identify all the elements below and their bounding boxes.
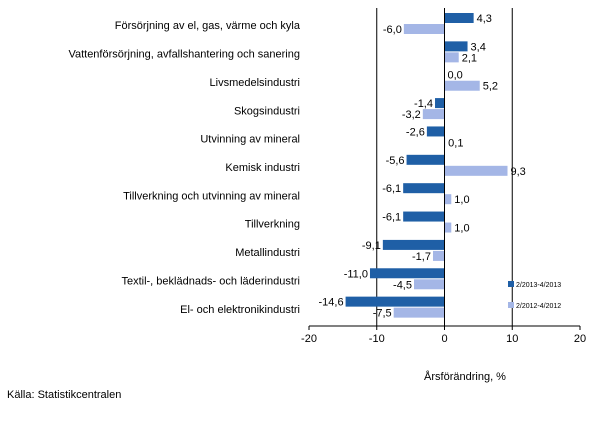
- bar-series-2: [444, 194, 452, 205]
- source-note: Källa: Statistikcentralen: [7, 389, 122, 401]
- bar-series-2: [444, 165, 508, 176]
- category-label: Metallindustri: [235, 247, 300, 259]
- value-label-series-2: -3,2: [402, 109, 421, 121]
- value-label-series-1: -5,6: [386, 155, 405, 167]
- value-label-series-2: 1,0: [454, 194, 469, 206]
- bar-series-1: [403, 211, 445, 222]
- bar-series-1: [369, 268, 445, 279]
- value-label-series-1: -6,1: [382, 183, 401, 195]
- value-label-series-1: -6,1: [382, 212, 401, 224]
- category-label: Vattenförsörjning, avfallshantering och …: [68, 49, 300, 61]
- bar-series-1: [435, 98, 445, 109]
- x-tick-label: 0: [441, 333, 447, 345]
- bar-series-2: [403, 24, 445, 34]
- bar-series-2: [444, 52, 459, 63]
- legend-swatch-series-2: [508, 302, 514, 308]
- bar-series-2: [432, 250, 445, 261]
- bar-series-2: [422, 109, 445, 120]
- x-axis-title: Årsförändring, %: [424, 370, 506, 383]
- x-axis: -20 -10 0 10 20: [301, 8, 586, 345]
- bar-series-1: [444, 41, 468, 52]
- category-label: Tillverkning: [245, 219, 300, 231]
- value-label-series-2: 0,1: [448, 137, 463, 149]
- bar-series-1: [382, 239, 445, 250]
- category-label: Skogsindustri: [234, 105, 300, 117]
- value-label-series-1: 4,3: [477, 13, 492, 25]
- bar-series-2: [414, 279, 445, 290]
- category-label: Kemisk industri: [225, 162, 300, 174]
- category-label: Textil-, beklädnads- och läderindustri: [121, 275, 300, 287]
- value-label-series-1: -2,6: [406, 126, 425, 138]
- category-label: Utvinning av mineral: [200, 134, 300, 146]
- bars: [345, 13, 508, 318]
- value-label-series-2: -7,5: [373, 308, 392, 320]
- x-tick-label: -10: [369, 333, 385, 345]
- value-label-series-1: -11,0: [344, 268, 368, 280]
- value-label-series-1: -1,4: [414, 98, 433, 110]
- value-label-series-2: -1,7: [412, 251, 431, 263]
- value-label-series-2: -4,5: [393, 279, 412, 291]
- value-label-series-2: -6,0: [383, 24, 402, 36]
- legend-label-series-2: 2/2012-4/2012: [516, 303, 561, 310]
- value-label-series-2: 2,1: [462, 52, 477, 64]
- x-tick-label: 20: [574, 333, 586, 345]
- legend-swatch-series-1: [508, 281, 514, 287]
- value-label-series-1: 3,4: [471, 41, 486, 53]
- bar-series-2: [444, 222, 452, 233]
- bar-series-1: [406, 154, 445, 165]
- category-label: Tillverkning och utvinning av mineral: [123, 190, 300, 202]
- value-label-series-1: -9,1: [362, 240, 381, 252]
- bar-series-2: [444, 80, 480, 91]
- value-label-series-2: 9,3: [511, 166, 526, 178]
- bar-series-2: [393, 307, 445, 318]
- bar-series-1: [444, 13, 474, 23]
- category-label: Livsmedelsindustri: [210, 77, 300, 89]
- category-labels: Försörjning av el, gas, värme och kyla Va…: [68, 20, 300, 316]
- value-label-series-2: 1,0: [454, 223, 469, 235]
- category-label: El- och elektronikindustri: [180, 304, 300, 316]
- bar-series-1: [345, 296, 445, 307]
- value-label-series-2: 5,2: [483, 81, 498, 93]
- legend-label-series-1: 2/2013-4/2013: [516, 282, 561, 289]
- legend: 2/2013-4/2013 2/2012-4/2012: [508, 281, 561, 310]
- x-tick-label: -20: [301, 333, 317, 345]
- bar-series-1: [403, 183, 445, 194]
- value-label-series-1: -14,6: [319, 297, 344, 309]
- bar-series-1: [426, 126, 445, 137]
- value-labels: 4,3 -6,0 3,42,1 0,0 5,2 -1,4-3,2 -2,6 0,1 -5,6 9,…: [319, 13, 526, 320]
- x-tick-label: 10: [506, 333, 518, 345]
- category-label: Försörjning av el, gas, värme och kyla: [115, 20, 301, 32]
- value-label-series-1: 0,0: [448, 70, 463, 82]
